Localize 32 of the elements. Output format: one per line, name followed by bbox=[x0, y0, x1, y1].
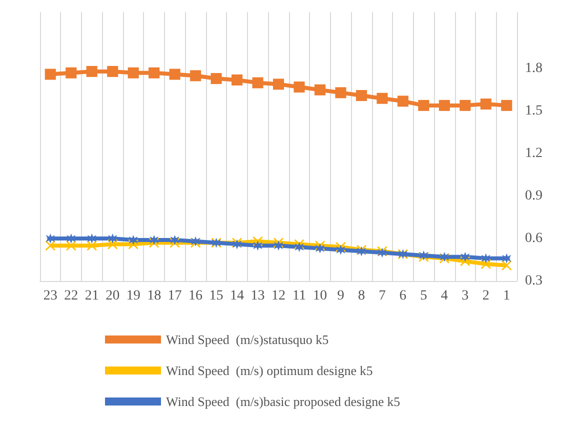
x-tick-label: 3 bbox=[462, 288, 469, 304]
x-tick-label: 10 bbox=[312, 288, 327, 304]
x-tick-label: 8 bbox=[358, 288, 365, 304]
y-tick-label: 0.9 bbox=[525, 188, 542, 204]
x-tick-label: 21 bbox=[84, 288, 99, 304]
x-tick-label: 13 bbox=[250, 288, 265, 304]
x-tick-label: 16 bbox=[188, 288, 203, 304]
x-tick-label: 2 bbox=[482, 288, 490, 304]
x-tick-label: 17 bbox=[168, 288, 182, 304]
x-tick-label: 6 bbox=[399, 288, 406, 304]
x-tick-label: 23 bbox=[43, 288, 58, 304]
legend-label: Wind Speed (m/s) optimum designe k5 bbox=[166, 363, 373, 378]
y-tick-label: 1.8 bbox=[525, 61, 542, 76]
x-tick-label: 12 bbox=[272, 288, 286, 304]
x-tick-label: 20 bbox=[106, 288, 120, 304]
y-tick-label: 0.3 bbox=[525, 274, 542, 288]
x-tick-label: 14 bbox=[230, 288, 244, 304]
x-tick-label: 11 bbox=[292, 288, 306, 304]
x-tick-label: 9 bbox=[337, 288, 344, 304]
x-tick-label: 15 bbox=[209, 288, 224, 304]
x-tick-label: 7 bbox=[378, 288, 386, 304]
x-tick-label: 22 bbox=[64, 288, 78, 304]
x-tick-label: 19 bbox=[126, 288, 140, 304]
x-tick-label: 4 bbox=[440, 288, 448, 304]
x-tick-label: 5 bbox=[420, 288, 428, 304]
y-tick-label: 1.5 bbox=[525, 104, 542, 119]
y-tick-label: 0.6 bbox=[525, 231, 542, 246]
legend-label: Wind Speed (m/s)basic proposed designe k5 bbox=[166, 394, 400, 409]
y-tick-label: 1.2 bbox=[525, 146, 542, 162]
x-tick-label: 18 bbox=[147, 288, 162, 304]
legend-label: Wind Speed (m/s)statusquo k5 bbox=[166, 332, 329, 347]
x-tick-label: 1 bbox=[503, 288, 510, 304]
